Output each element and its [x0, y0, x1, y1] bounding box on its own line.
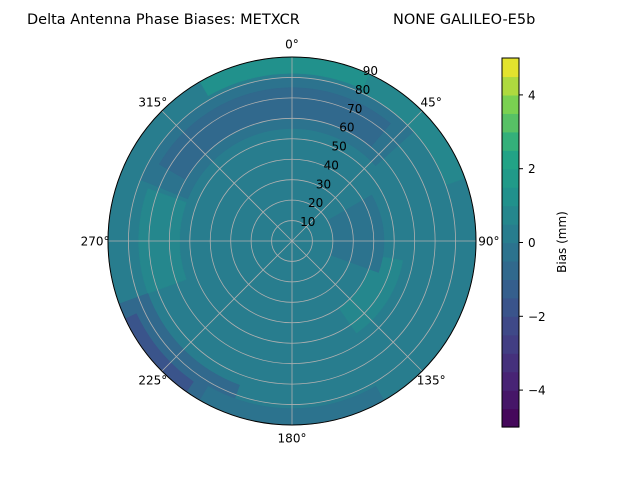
colorbar-band: [502, 279, 519, 299]
polar-frame: [107, 56, 477, 426]
radial-tick-label: 40: [324, 158, 339, 172]
colorbar-band: [502, 334, 519, 354]
colorbar-tick-label: 2: [528, 162, 536, 176]
colorbar-band: [502, 316, 519, 336]
radial-tick-label: 50: [331, 140, 346, 154]
theta-tick-label: 135°: [417, 374, 446, 388]
colorbar-tick-label: 4: [528, 88, 536, 102]
colorbar-band: [502, 297, 519, 317]
chart-subtitle: NONE GALILEO-E5b: [393, 12, 535, 28]
colorbar-tick-label: −4: [528, 384, 546, 398]
colorbar-band: [502, 94, 519, 114]
theta-tick-label: 180°: [278, 431, 307, 445]
colorbar-band: [502, 224, 519, 244]
angular-gridline: [291, 240, 423, 372]
angular-gridline: [161, 110, 293, 242]
polar-grid: [107, 56, 477, 426]
colorbar-band: [502, 371, 519, 391]
angular-gridline: [161, 240, 293, 372]
theta-tick-label: 45°: [421, 95, 442, 109]
radial-tick-label: 80: [355, 83, 370, 97]
radial-tick-label: 10: [300, 215, 315, 229]
theta-tick-label: 0°: [285, 38, 299, 52]
colorbar-band: [502, 150, 519, 170]
colorbar-bands: [502, 58, 519, 428]
angular-gridline: [291, 110, 423, 242]
colorbar-ticks: −4 −2 0 2 4: [519, 88, 546, 398]
radial-tick-label: 60: [339, 121, 354, 135]
colorbar-band: [502, 353, 519, 373]
theta-tick-labels: 0° 45° 90° 135° 180° 225° 270° 315°: [81, 38, 500, 446]
colorbar-band: [502, 205, 519, 225]
radial-tick-labels: 10 20 30 40 50 60 70 80 90: [300, 64, 378, 229]
colorbar-band: [502, 187, 519, 207]
theta-tick-label: 270°: [81, 235, 110, 249]
theta-tick-label: 225°: [138, 374, 167, 388]
colorbar: −4 −2 0 2 4 Bias (mm): [501, 57, 569, 428]
theta-tick-label: 315°: [138, 95, 167, 109]
colorbar-tick-label: 0: [528, 236, 536, 250]
radial-tick-label: 90: [363, 64, 378, 78]
colorbar-band: [502, 390, 519, 410]
colorbar-band: [502, 131, 519, 151]
radial-tick-label: 70: [347, 102, 362, 116]
colorbar-band: [502, 168, 519, 188]
colorbar-band: [502, 113, 519, 133]
polar-plot: 0° 45° 90° 135° 180° 225° 270° 315° 10 20 30 40 50 6…: [81, 38, 500, 446]
colorbar-band: [502, 408, 519, 428]
radial-tick-label: 20: [308, 196, 323, 210]
colorbar-label: Bias (mm): [555, 211, 569, 273]
radial-tick-label: 30: [316, 177, 331, 191]
chart-title: Delta Antenna Phase Biases: METXCR: [27, 12, 300, 28]
theta-tick-label: 90°: [478, 235, 499, 249]
colorbar-tick-label: −2: [528, 310, 546, 324]
colorbar-band: [502, 76, 519, 96]
colorbar-band: [502, 260, 519, 280]
colorbar-band: [502, 242, 519, 262]
colorbar-band: [502, 58, 519, 78]
